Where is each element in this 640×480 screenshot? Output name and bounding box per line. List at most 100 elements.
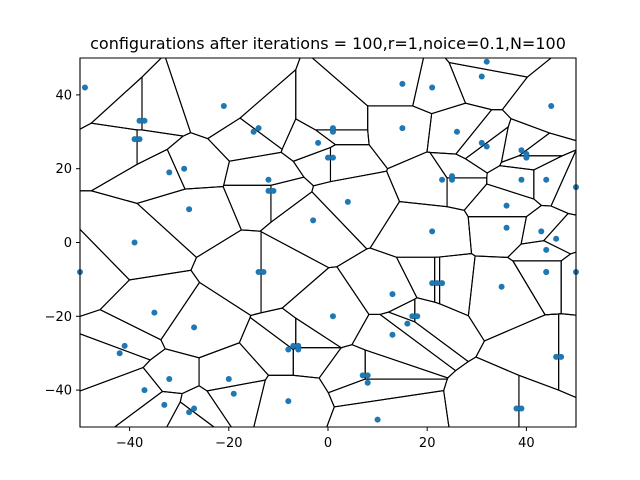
plot-area-frame (79, 57, 577, 428)
voronoi-cell (259, 191, 368, 269)
data-point (166, 169, 173, 176)
data-point (166, 376, 173, 383)
voronoi-cell (292, 146, 332, 187)
voronoi-cell (364, 349, 449, 380)
data-point (191, 324, 198, 331)
x-tick-label: 40 (518, 436, 535, 451)
voronoi-cell (455, 109, 512, 160)
data-point (220, 102, 227, 109)
data-point (389, 331, 396, 338)
voronoi-cell (166, 132, 231, 190)
data-point (260, 269, 267, 276)
data-point (389, 291, 396, 298)
voronoi-cell (310, 57, 425, 107)
data-point (285, 346, 292, 353)
scatter-points (77, 58, 579, 423)
voronoi-cell (222, 184, 272, 232)
voronoi-cell (367, 105, 433, 170)
data-point (548, 102, 555, 109)
data-point (483, 143, 490, 150)
data-point (295, 346, 302, 353)
data-point (553, 235, 560, 242)
data-point (483, 58, 490, 65)
voronoi-cell (141, 57, 192, 137)
chart-title: configurations after iterations = 100,r=… (90, 34, 566, 53)
voronoi-cell (511, 260, 562, 316)
voronoi-cell (90, 75, 143, 131)
voronoi-cell (475, 313, 560, 391)
data-point (315, 139, 322, 146)
data-point (429, 84, 436, 91)
data-point (414, 313, 421, 320)
data-point (364, 379, 371, 386)
voronoi-cell (506, 240, 572, 262)
voronoi-cell (206, 379, 267, 428)
data-point (518, 405, 525, 412)
data-point (329, 128, 336, 135)
data-point (225, 376, 232, 383)
voronoi-cell (498, 155, 563, 171)
data-point (329, 154, 336, 161)
x-tick-label: −40 (116, 436, 143, 451)
data-point (523, 154, 530, 161)
data-point (543, 269, 550, 276)
voronoi-cell (79, 57, 163, 131)
data-point (136, 117, 143, 124)
y-tick-label: −20 (45, 310, 72, 325)
voronoi-edges (79, 57, 577, 428)
data-point (558, 353, 565, 360)
data-point (141, 387, 148, 394)
voronoi-cell (467, 216, 528, 258)
voronoi-cell (369, 201, 473, 258)
voronoi-cell (249, 307, 297, 351)
data-point (503, 224, 510, 231)
data-point (543, 176, 550, 183)
voronoi-cell (520, 204, 570, 245)
data-point (543, 246, 550, 253)
voronoi-cell (238, 316, 294, 376)
data-point (429, 280, 436, 287)
data-point (255, 269, 262, 276)
data-point (434, 280, 441, 287)
y-tick-label: −40 (45, 384, 72, 399)
data-point (364, 372, 371, 379)
data-point (325, 154, 331, 161)
voronoi-cell (542, 212, 577, 255)
voronoi-cell (351, 313, 457, 379)
data-point (161, 401, 168, 408)
x-axis: −40 −20 0 20 40 (116, 427, 535, 451)
voronoi-cell (386, 151, 448, 208)
voronoi-cell (501, 57, 577, 142)
voronoi-cell (378, 311, 470, 372)
voronoi-cell (160, 281, 252, 359)
data-point (141, 117, 148, 124)
voronoi-cell (325, 389, 450, 428)
voronoi-cell (113, 390, 183, 428)
data-point (518, 147, 525, 154)
voronoi-cell (142, 348, 200, 395)
voronoi-cell (486, 165, 535, 200)
voronoi-cell (511, 260, 562, 316)
voronoi-cell (446, 177, 488, 211)
voronoi-cell (135, 185, 243, 259)
data-point (439, 176, 446, 183)
data-point (131, 239, 138, 246)
data-point (359, 372, 366, 379)
data-point (255, 125, 262, 132)
voronoi-cell (295, 317, 343, 349)
voronoi-cell (164, 57, 301, 140)
data-point (250, 128, 257, 135)
y-tick-label: 0 (64, 236, 72, 251)
data-point (116, 350, 123, 357)
data-point (285, 398, 292, 405)
voronoi-cell (136, 129, 185, 166)
data-point (553, 353, 560, 360)
data-point (131, 136, 138, 143)
voronoi-cell (295, 57, 369, 131)
data-point (81, 84, 88, 91)
voronoi-cell (443, 356, 520, 428)
data-point (503, 202, 510, 209)
data-point (270, 187, 277, 194)
data-point (329, 313, 336, 320)
